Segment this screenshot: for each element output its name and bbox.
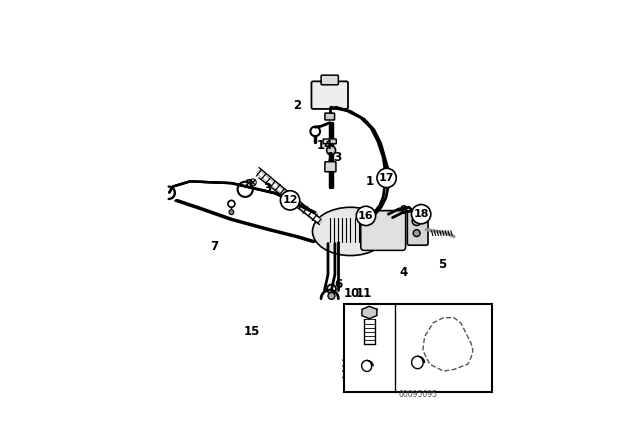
FancyBboxPatch shape bbox=[312, 82, 348, 109]
Circle shape bbox=[412, 216, 421, 225]
Text: 11: 11 bbox=[356, 287, 372, 300]
Text: 9: 9 bbox=[400, 204, 408, 217]
Text: 15: 15 bbox=[244, 325, 260, 338]
FancyBboxPatch shape bbox=[323, 139, 336, 144]
Text: 16: 16 bbox=[342, 309, 356, 319]
Polygon shape bbox=[362, 306, 377, 319]
Text: 17: 17 bbox=[340, 370, 355, 380]
Text: 10: 10 bbox=[344, 287, 360, 300]
FancyBboxPatch shape bbox=[361, 211, 406, 250]
Text: 8: 8 bbox=[244, 178, 253, 191]
Text: 4: 4 bbox=[400, 266, 408, 279]
Text: 12: 12 bbox=[390, 359, 404, 369]
Text: 16: 16 bbox=[358, 211, 374, 221]
Text: 00095695: 00095695 bbox=[398, 390, 437, 399]
Text: 17: 17 bbox=[379, 173, 394, 183]
Circle shape bbox=[413, 230, 420, 237]
Text: 1: 1 bbox=[365, 175, 374, 188]
FancyBboxPatch shape bbox=[407, 211, 428, 245]
Circle shape bbox=[229, 210, 234, 215]
Text: 5: 5 bbox=[438, 258, 446, 271]
Text: 7: 7 bbox=[210, 241, 218, 254]
Ellipse shape bbox=[312, 207, 388, 255]
Bar bbox=[344, 304, 492, 392]
FancyBboxPatch shape bbox=[321, 75, 339, 85]
Circle shape bbox=[328, 293, 335, 299]
Text: 12: 12 bbox=[282, 195, 298, 205]
Circle shape bbox=[377, 168, 396, 188]
Text: 18: 18 bbox=[340, 359, 355, 369]
Text: 3: 3 bbox=[264, 182, 272, 195]
Text: 2: 2 bbox=[293, 99, 301, 112]
Circle shape bbox=[412, 204, 431, 224]
Circle shape bbox=[280, 191, 300, 210]
Text: 6: 6 bbox=[334, 278, 342, 291]
Text: 18: 18 bbox=[413, 209, 429, 219]
Circle shape bbox=[326, 146, 335, 155]
Text: 14: 14 bbox=[316, 139, 333, 152]
FancyBboxPatch shape bbox=[325, 113, 335, 120]
Text: 13: 13 bbox=[327, 151, 343, 164]
Circle shape bbox=[356, 206, 376, 225]
FancyBboxPatch shape bbox=[325, 162, 336, 172]
